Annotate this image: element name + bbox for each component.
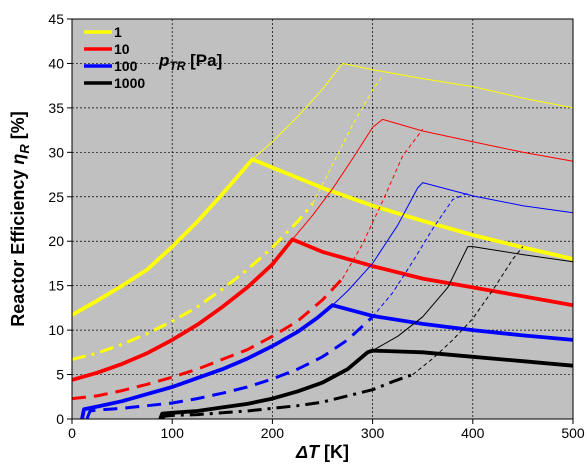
y-tick-label: 5 xyxy=(56,367,64,383)
y-tick-label: 15 xyxy=(48,278,64,294)
series-layer xyxy=(71,62,574,420)
x-axis-title-unit: [K] xyxy=(319,442,349,462)
x-tick-label: 0 xyxy=(68,425,76,441)
series-line-100-thick-dashed xyxy=(85,315,374,420)
series-line-10-thick-dashed xyxy=(71,277,344,401)
y-tick-label: 25 xyxy=(48,189,64,205)
plot-border xyxy=(71,18,574,420)
y-tick-label: 20 xyxy=(48,233,64,249)
axes: 0 100 200 300 400 500 0 5 10 15 20 25 30 35 40 45 xyxy=(48,11,584,441)
series-line-10-thin-solid xyxy=(292,118,574,240)
series-line-1000-thick-solid xyxy=(158,348,574,420)
x-tick-label: 200 xyxy=(261,425,285,441)
legend-label: 1000 xyxy=(114,75,145,91)
series-line-1-thick-dashdot xyxy=(71,202,314,361)
x-tick-label: 300 xyxy=(361,425,385,441)
series-line-100-thick-solid xyxy=(80,303,574,420)
y-axis-title: Reactor Efficiency ηR [%] xyxy=(8,111,32,326)
x-tick-label: 500 xyxy=(561,425,585,441)
series-line-1000-thin-dashed xyxy=(412,246,524,375)
x-tick-label: 100 xyxy=(161,425,185,441)
plot-area xyxy=(72,19,573,419)
series-line-1-thin-solid xyxy=(252,62,574,160)
y-tick-label: 35 xyxy=(48,100,64,116)
y-tick-label: 40 xyxy=(48,55,64,71)
legend-title-subscript: TR xyxy=(169,59,185,73)
legend-title: pTR [Pa] xyxy=(158,51,222,73)
legend-label: 100 xyxy=(114,58,138,74)
legend-label: 10 xyxy=(114,41,130,57)
y-tick-label: 45 xyxy=(48,11,64,27)
series-line-1000-thin-solid xyxy=(372,246,574,352)
series-line-1000-thick-dashdot xyxy=(160,373,414,420)
series-line-100-thin-solid xyxy=(332,182,574,306)
series-line-1-thin-dashed xyxy=(312,75,384,205)
legend-label: 1 xyxy=(114,24,122,40)
series-line-1-thick-solid xyxy=(71,157,574,317)
y-tick-label: 30 xyxy=(48,144,64,160)
legend-title-symbol: p xyxy=(158,51,169,70)
x-tick-label: 400 xyxy=(461,425,485,441)
series-line-100-thin-dashed xyxy=(372,192,468,318)
y-axis-title-main: Reactor Efficiency xyxy=(8,165,28,327)
y-axis-title-symbol: η xyxy=(8,154,28,165)
series-line-10-thin-dashed xyxy=(342,128,424,279)
y-axis-title-unit: [%] xyxy=(8,111,28,144)
y-tick-label: 0 xyxy=(56,411,64,427)
x-axis-title-symbol: ΔT xyxy=(295,442,321,462)
y-tick-label: 10 xyxy=(48,322,64,338)
x-axis-title: ΔT [K] xyxy=(295,442,349,462)
y-axis-title-subscript: R xyxy=(17,144,32,154)
series-line-10-thick-solid xyxy=(71,237,574,382)
legend-title-unit: [Pa] xyxy=(185,51,222,70)
